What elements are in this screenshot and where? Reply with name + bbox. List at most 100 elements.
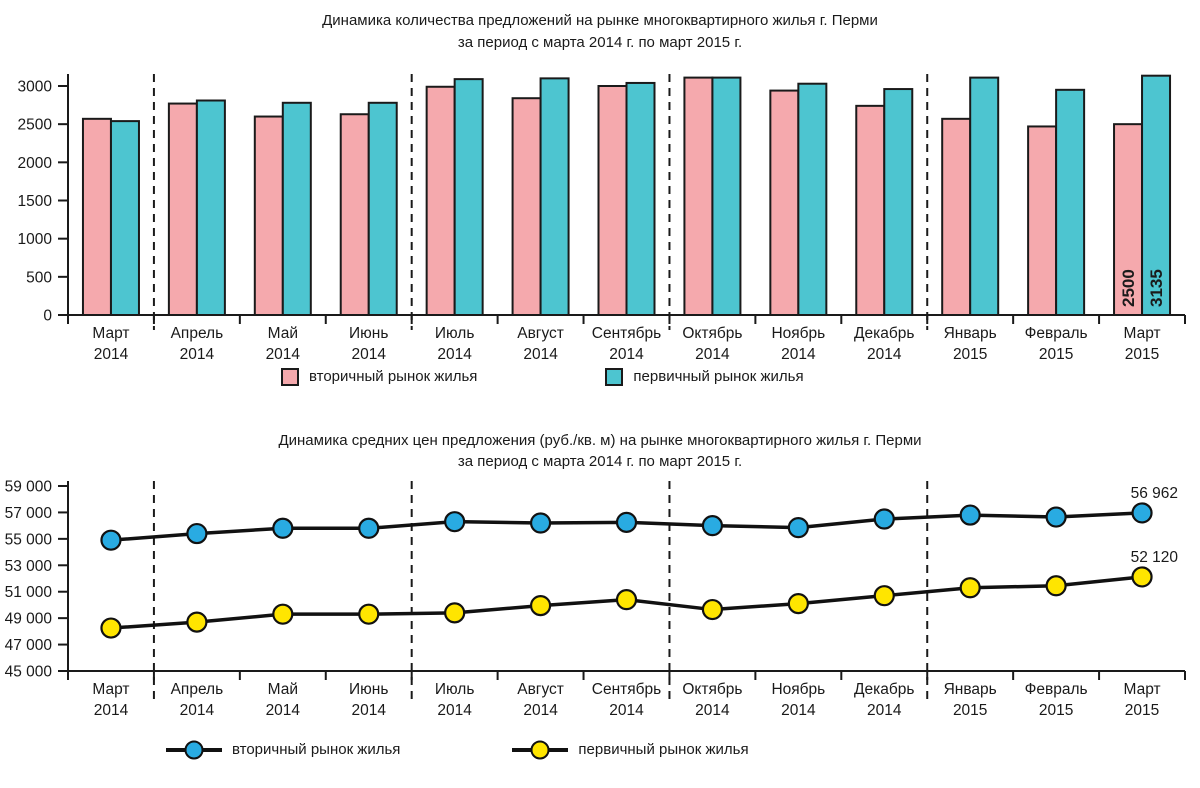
price-point-primary [529,594,552,617]
y-tick-label: 57 000 [5,505,53,522]
bar-secondary-market [855,104,886,316]
price-point-secondary [1045,506,1067,528]
legend-item-secondary-market: вторичный рынок жилья [281,367,477,386]
price-point-primary [873,585,895,607]
y-tick-label: 55 000 [5,531,53,548]
year-label: 2015 [953,346,987,363]
bar-primary-market [797,82,828,316]
month-label: Май [268,681,298,698]
year-label: 2015 [1039,702,1073,719]
month-label: Август [517,325,564,342]
month-label: Февраль [1025,325,1088,342]
year-label: 2014 [695,346,730,363]
month-label: Январь [944,681,997,698]
y-tick-label: 2000 [18,154,53,171]
year-label: 2014 [523,346,558,363]
year-label: 2014 [266,702,301,719]
price-point-primary [615,589,638,611]
year-label: 2014 [437,702,472,719]
month-label: Октябрь [682,325,742,342]
bar-value-label: 3135 [1147,269,1166,307]
bar-primary-market [1141,74,1172,316]
prices-chart-section: Динамика средних цен предложения (руб./к… [0,430,1200,759]
month-label: Июнь [349,325,388,342]
year-label: 2014 [609,702,644,719]
year-label: 2014 [781,346,816,363]
bar-primary-market [539,76,570,316]
year-label: 2014 [609,346,644,363]
bar-secondary-market [167,102,198,316]
legend-label-secondary-line: вторичный рынок жилья [232,741,401,758]
price-point-primary [959,577,981,599]
month-label: Октябрь [682,681,742,698]
y-tick-label: 0 [43,307,52,324]
year-label: 2014 [867,346,902,363]
year-label: 2014 [180,702,215,719]
legend-item-primary-market: первичный рынок жилья [605,367,804,386]
offers-chart-title: Динамика количества предложений на рынке… [0,0,1200,54]
year-label: 2014 [351,702,386,719]
year-label: 2014 [266,346,301,363]
prices-line-chart: 45 000 47 000 49 000 51 000 53 000 55 000 57 0… [5,479,1186,719]
bar-secondary-market [253,115,284,316]
y-tick-label: 53 000 [5,558,53,575]
bar-secondary-market [339,112,370,316]
price-point-secondary [272,517,294,539]
month-label: Сентябрь [592,681,661,698]
year-label: 2014 [94,346,129,363]
year-label: 2014 [867,702,902,719]
series-end-value-label: 52 120 [1131,549,1179,566]
bar-secondary-market [1027,124,1058,316]
bar-primary-market [195,99,226,316]
prices-chart-title: Динамика средних цен предложения (руб./к… [0,430,1200,474]
year-label: 2015 [1125,346,1159,363]
offers-chart-title-line1: Динамика количества предложений на рынке… [322,12,878,29]
year-label: 2014 [180,346,215,363]
year-label: 2014 [351,346,386,363]
year-label: 2014 [523,702,558,719]
price-point-secondary [787,517,809,539]
month-label: Март [1123,681,1160,698]
y-tick-label: 2500 [18,116,53,133]
secondary-series-swatch [281,367,299,386]
primary-series-swatch [605,367,624,386]
secondary-point-icon [184,740,204,759]
y-tick-label: 1500 [18,193,53,210]
bar-primary-market [367,101,398,316]
y-tick-label: 51 000 [5,584,53,601]
price-point-primary [272,603,294,625]
legend-label-primary-line: первичный рынок жилья [578,741,749,758]
month-label: Июль [435,325,475,342]
y-tick-label: 59 000 [5,479,53,496]
series-end-value-label: 56 962 [1131,485,1178,502]
bar-secondary-market [81,117,112,316]
bar-secondary-market [597,84,628,316]
month-label: Июнь [349,681,388,698]
y-tick-label: 500 [26,269,52,286]
offers-bar-chart: 0 500 1000 1500 2000 2500 3000 Март 2014 Апрель 20… [18,73,1186,363]
month-label: Декабрь [854,681,914,698]
price-point-primary [358,603,380,625]
month-label: Декабрь [854,325,914,342]
price-point-secondary [358,517,380,539]
price-point-secondary [701,515,724,537]
bar-secondary-market [941,117,972,316]
primary-line-marker [512,740,569,759]
bar-primary-market [883,87,914,316]
year-label: 2014 [695,702,730,719]
month-label: Март [92,681,129,698]
year-label: 2014 [437,346,472,363]
bar-secondary-market [683,76,714,316]
year-label: 2015 [1125,702,1159,719]
price-point-secondary [444,511,466,533]
price-point-secondary [873,508,895,530]
price-point-secondary [529,512,552,534]
month-label: Март [1123,325,1160,342]
y-tick-label: 47 000 [5,637,53,654]
prices-chart-title-line2: за период с марта 2014 г. по март 2015 г… [457,453,743,471]
y-tick-label: 49 000 [5,611,53,628]
primary-point-icon [530,740,550,759]
offers-chart-legend: вторичный рынок жилья первичный рынок жи… [281,367,1200,386]
year-label: 2014 [781,702,816,719]
month-label: Сентябрь [592,325,661,342]
